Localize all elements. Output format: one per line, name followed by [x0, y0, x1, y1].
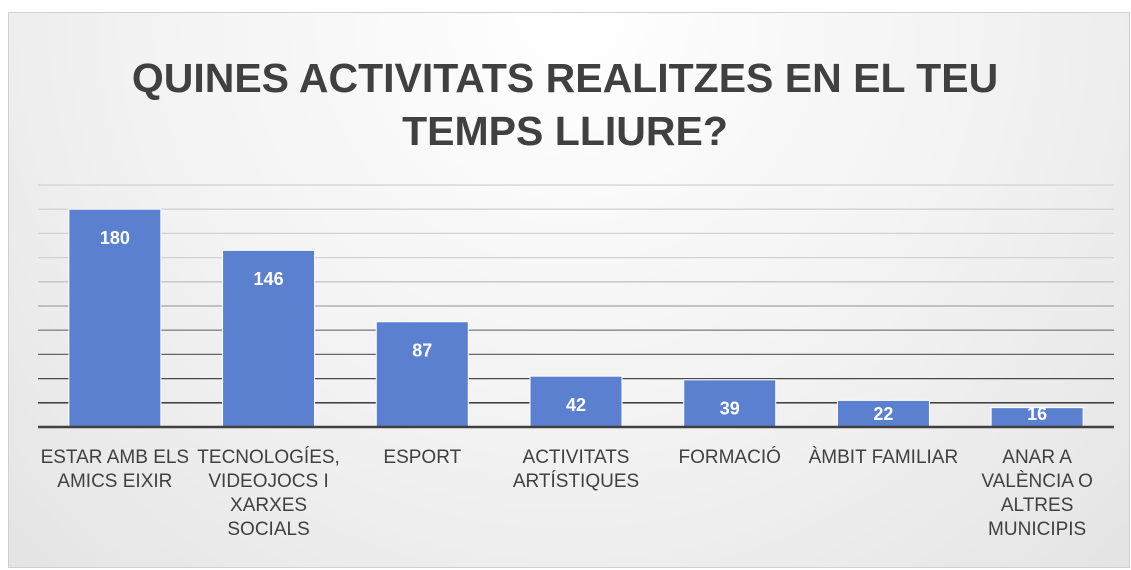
data-label: 87	[412, 340, 432, 360]
data-label: 16	[1027, 404, 1047, 424]
bar	[375, 321, 469, 428]
chart-title: QUINES ACTIVITATS REALITZES EN EL TEU TE…	[131, 55, 999, 154]
data-label: 180	[100, 228, 130, 248]
data-label: 39	[720, 399, 740, 419]
chart-area	[8, 12, 1130, 568]
bar	[683, 379, 777, 428]
x-tick-label: TECNOLOGÍES, VIDEOJOCS I XARXES SOCIALS	[197, 447, 340, 540]
bar	[836, 399, 930, 428]
x-tick-label: ÀMBIT FAMILIAR	[808, 447, 959, 468]
bar	[68, 208, 162, 428]
data-label: 146	[254, 269, 284, 289]
bar	[529, 375, 623, 428]
x-tick-label: ESPORT	[383, 447, 462, 468]
data-label: 42	[566, 395, 586, 415]
bar	[222, 249, 316, 428]
x-tick-label: ANAR A VALÈNCIA O ALTRES MUNICIPIS	[981, 447, 1093, 540]
data-label: 22	[873, 404, 893, 424]
x-tick-label: ESTAR AMB ELS AMICS EIXIR	[40, 447, 190, 492]
x-tick-label: ACTIVITATS ARTÍSTIQUES	[512, 447, 640, 492]
x-tick-label: FORMACIÓ	[678, 447, 781, 468]
